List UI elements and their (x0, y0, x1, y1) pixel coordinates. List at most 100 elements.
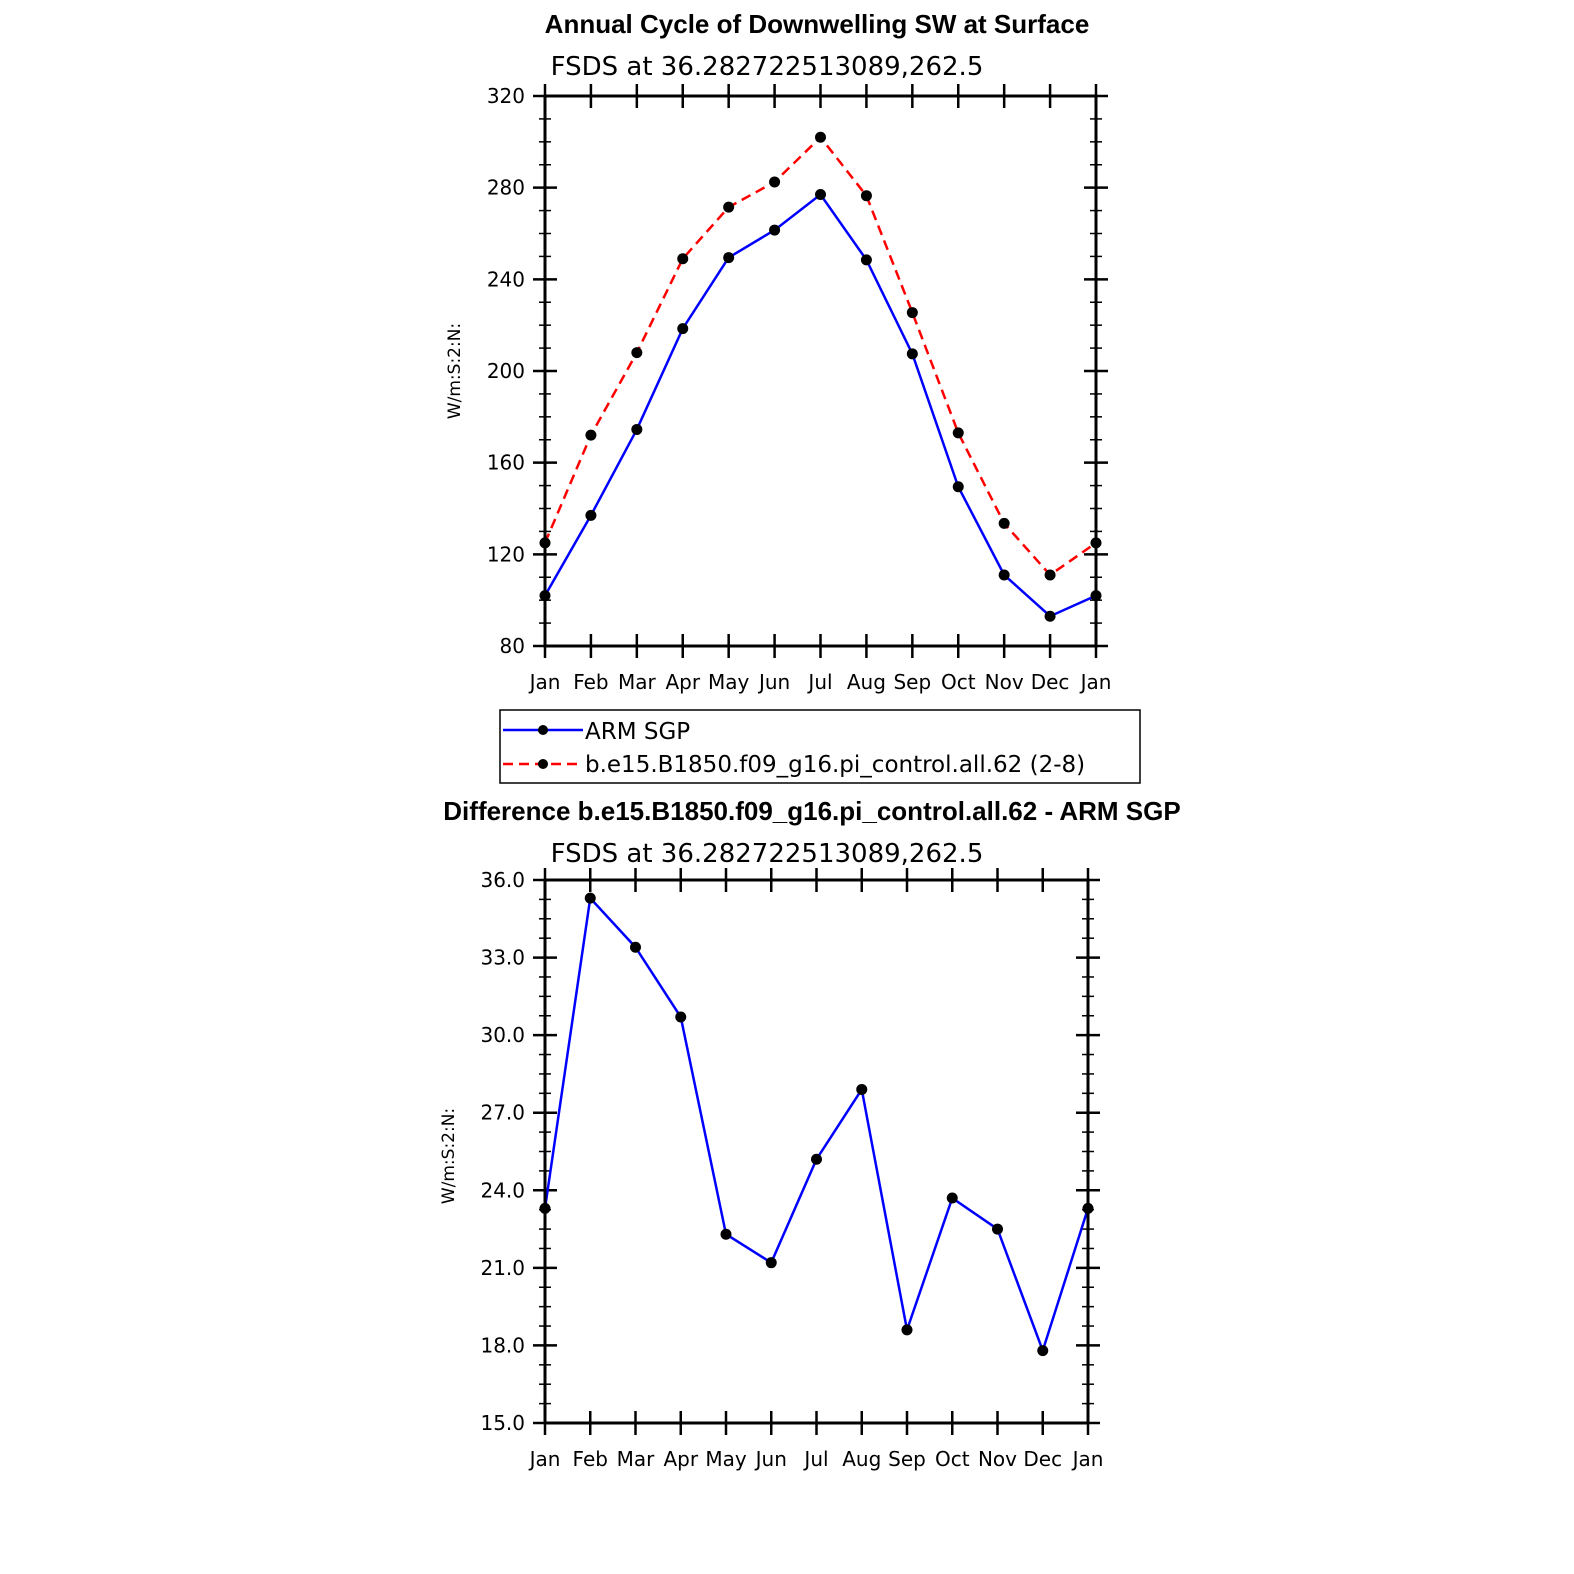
data-point (1037, 1345, 1049, 1357)
x-tick-label: Nov (978, 1447, 1017, 1471)
data-point (952, 481, 964, 493)
x-tick-label: Apr (665, 670, 700, 694)
data-point (631, 423, 643, 435)
x-tick-label: Sep (893, 670, 931, 694)
chart-subtitle: FSDS at 36.282722513089,262.5 (551, 52, 984, 82)
axis-ticks (533, 868, 1100, 1435)
x-tick-label: Oct (941, 670, 976, 694)
y-tick-label: 80 (500, 634, 525, 658)
data-point (815, 131, 826, 143)
x-tick-label: Jul (806, 670, 832, 694)
x-tick-label: Jan (1071, 1447, 1104, 1471)
data-point (765, 1257, 777, 1269)
legend-label-arm-sgp: ARM SGP (585, 719, 690, 745)
data-point (585, 509, 597, 521)
y-tick-label: 27.0 (480, 1101, 525, 1125)
x-tick-label: Jan (1079, 670, 1112, 694)
y-tick-label: 30.0 (480, 1023, 525, 1047)
data-point (584, 892, 596, 904)
x-tick-label: Jul (802, 1447, 828, 1471)
x-tick-label: May (708, 670, 750, 694)
series-line-0 (543, 895, 1090, 1355)
data-point (769, 224, 781, 236)
data-point (998, 517, 1010, 529)
chart-subtitle: FSDS at 36.282722513089,262.5 (551, 839, 984, 869)
data-point (631, 347, 643, 359)
x-tick-label: May (705, 1447, 747, 1471)
x-tick-label: Mar (617, 1447, 656, 1471)
y-tick-label: 160 (487, 451, 525, 475)
data-point (952, 427, 964, 439)
y-axis-label: W/m:S:2:N: (439, 1108, 459, 1204)
y-tick-labels: 15.0 18.0 21.0 24.0 27.0 30.0 33.0 36.0 (480, 868, 525, 1435)
y-axis-label: W/m:S:2:N: (445, 323, 465, 419)
legend-marker-arm-sgp (538, 725, 548, 735)
legend: ARM SGP b.e15.B1850.f09_g16.pi_control.a… (499, 709, 1141, 784)
x-tick-label: Sep (888, 1447, 926, 1471)
y-tick-label: 24.0 (480, 1178, 525, 1202)
legend-label-model: b.e15.B1850.f09_g16.pi_control.all.62 (2… (585, 752, 1085, 778)
x-tick-label: Jun (754, 1447, 787, 1471)
data-point (675, 1011, 687, 1023)
data-point (585, 429, 597, 441)
y-tick-label: 320 (487, 84, 525, 108)
y-tick-label: 240 (487, 267, 525, 291)
y-tick-label: 18.0 (480, 1333, 525, 1357)
y-tick-label: 15.0 (480, 1411, 525, 1435)
plot-series (539, 131, 1102, 622)
x-tick-labels: Jan Feb Mar Apr May Jun Jul Aug Sep Oct Nov Dec Jan (528, 1447, 1104, 1471)
data-point (720, 1228, 732, 1240)
data-point (677, 253, 689, 265)
legend-marker-model (538, 759, 548, 769)
data-point (630, 941, 641, 953)
data-point (769, 176, 781, 188)
plot-series (539, 892, 1094, 1357)
data-point (723, 201, 735, 213)
x-tick-label: Dec (1031, 670, 1070, 694)
panel-difference: Difference b.e15.B1850.f09_g16.pi_contro… (439, 796, 1181, 1471)
x-tick-labels: Jan Feb Mar Apr May Jun Jul Aug Sep Oct Nov Dec Jan (528, 670, 1112, 694)
x-tick-label: Jan (528, 1447, 561, 1471)
series-line-1 (543, 135, 1097, 577)
x-tick-label: Nov (985, 670, 1024, 694)
data-point (811, 1153, 822, 1165)
data-point (1044, 610, 1056, 622)
chart-title: Annual Cycle of Downwelling SW at Surfac… (545, 9, 1090, 39)
x-tick-label: Feb (573, 670, 608, 694)
y-tick-labels: 80 120 160 200 240 280 320 (487, 84, 525, 658)
axis-ticks (533, 84, 1108, 658)
legend-box (499, 709, 1141, 784)
x-tick-label: Dec (1023, 1447, 1062, 1471)
data-point (998, 569, 1010, 581)
data-point (723, 252, 735, 264)
x-tick-label: Aug (847, 670, 886, 694)
x-tick-label: Apr (663, 1447, 698, 1471)
y-tick-label: 280 (487, 176, 525, 200)
data-point (815, 189, 826, 201)
data-point (906, 307, 918, 319)
series-line-0 (543, 192, 1097, 618)
x-tick-label: Oct (935, 1447, 970, 1471)
y-tick-label: 200 (487, 359, 525, 383)
y-tick-label: 33.0 (480, 946, 525, 970)
x-tick-label: Mar (618, 670, 657, 694)
data-point (677, 323, 689, 335)
data-point (906, 348, 918, 360)
chart-title: Difference b.e15.B1850.f09_g16.pi_contro… (443, 796, 1180, 826)
data-point (860, 190, 872, 202)
y-tick-label: 21.0 (480, 1256, 525, 1280)
x-tick-label: Feb (573, 1447, 608, 1471)
data-point (946, 1192, 958, 1204)
data-point (856, 1083, 868, 1095)
panel-annual-cycle: Annual Cycle of Downwelling SW at Surfac… (445, 9, 1111, 694)
y-tick-label: 120 (487, 542, 525, 566)
plot-frame (543, 878, 1090, 1425)
data-point (901, 1324, 913, 1336)
data-point (1044, 569, 1056, 581)
x-tick-label: Jun (757, 670, 790, 694)
data-point (860, 254, 872, 266)
y-tick-label: 36.0 (480, 868, 525, 892)
plot-frame (543, 94, 1098, 648)
x-tick-label: Jan (528, 670, 561, 694)
